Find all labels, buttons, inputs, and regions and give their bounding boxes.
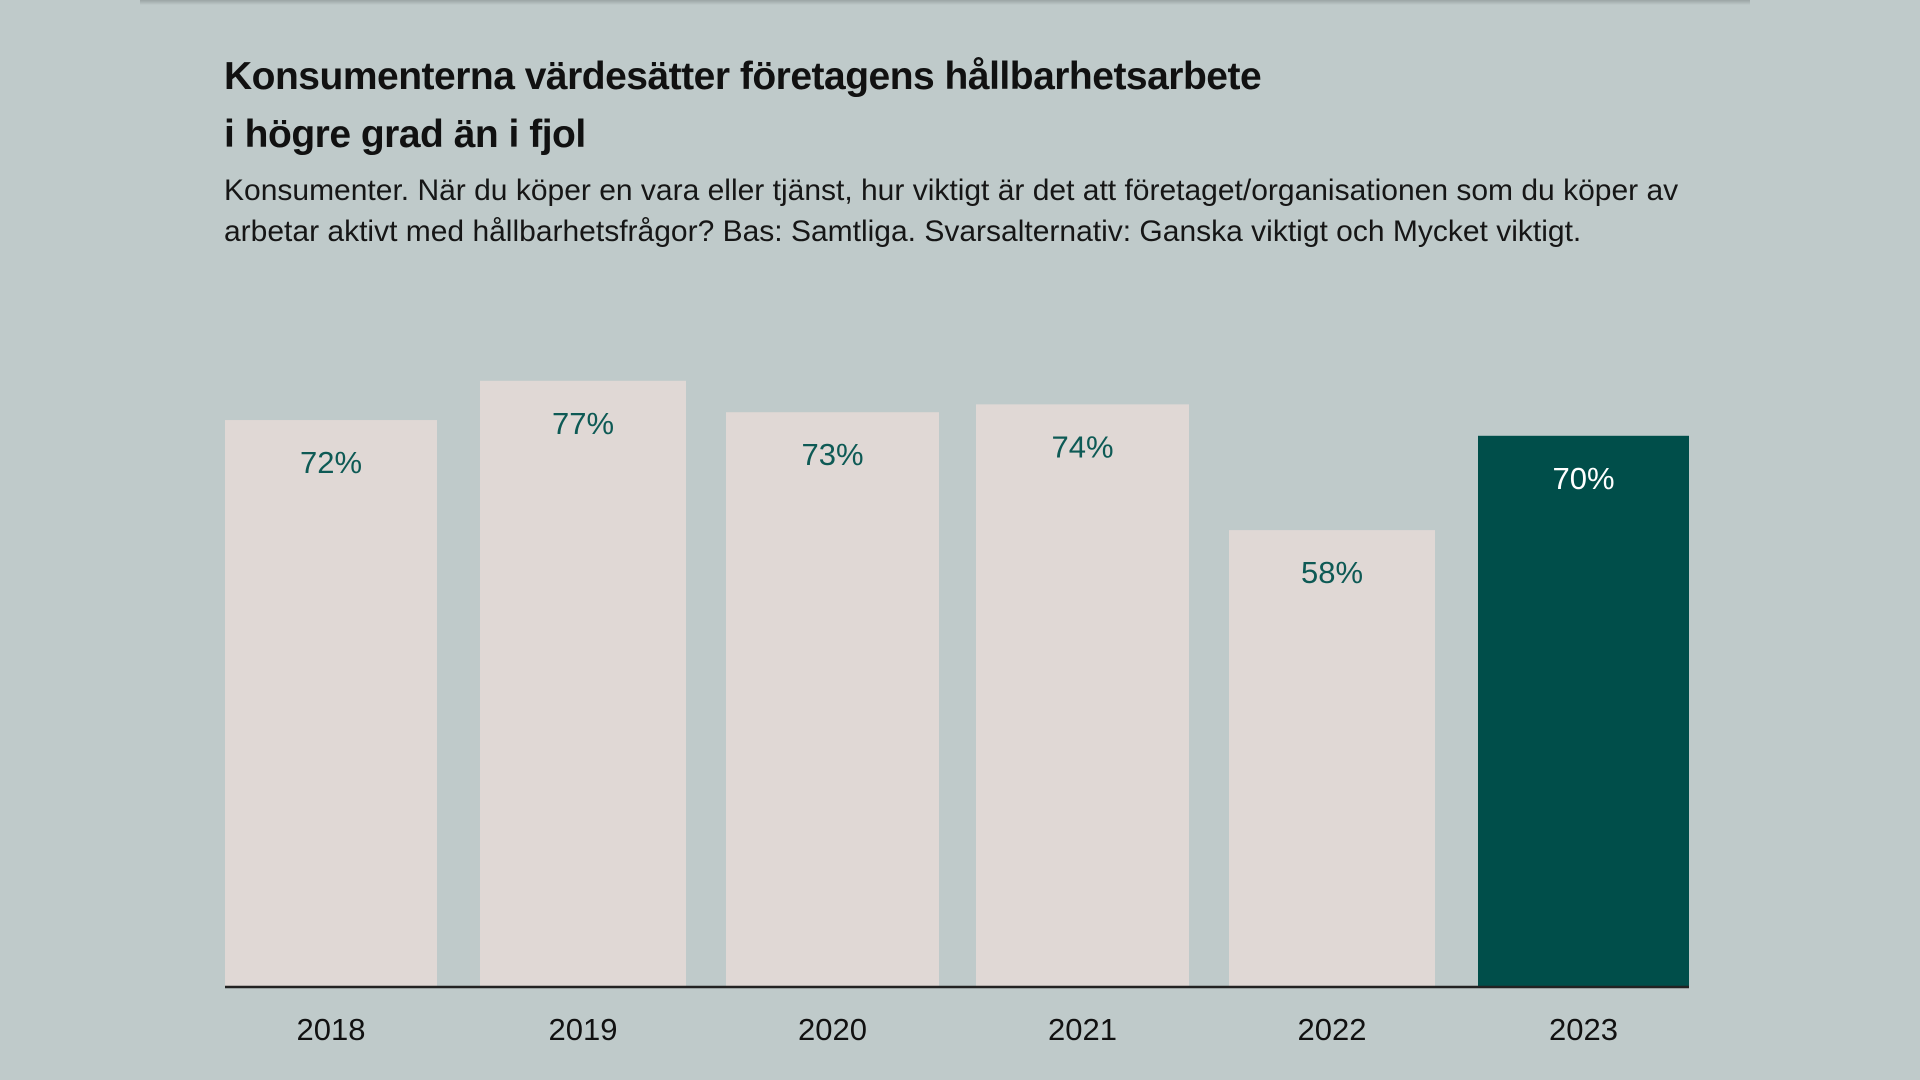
x-tick-label-2018: 2018 [297,1012,366,1047]
x-tick-label-2020: 2020 [798,1012,867,1047]
x-tick-label-2023: 2023 [1549,1012,1618,1047]
value-label-2018: 72% [300,445,362,480]
bar-2020 [726,412,939,987]
title-line-2: i högre grad än i fjol [224,113,586,156]
chart-subtitle: Konsumenter. När du köper en vara eller … [224,174,1679,248]
chart-title: Konsumenterna värdesätter företagens hål… [224,48,1724,164]
x-tick-label-2022: 2022 [1298,1012,1367,1047]
x-tick-label-2021: 2021 [1048,1012,1117,1047]
x-tick-label-2019: 2019 [549,1012,618,1047]
value-label-2021: 74% [1051,429,1113,464]
value-label-2020: 73% [801,437,863,472]
value-label-2022: 58% [1301,555,1363,590]
title-line-1: Konsumenterna värdesätter företagens hål… [224,55,1262,98]
bar-2022 [1229,530,1435,986]
top-edge [140,0,1750,5]
bar-2019 [480,380,686,986]
value-label-2019: 77% [552,406,614,441]
value-label-2023: 70% [1552,461,1614,496]
bar-2018 [225,420,437,987]
bar-2021 [976,404,1189,986]
bar-2023 [1478,435,1689,986]
